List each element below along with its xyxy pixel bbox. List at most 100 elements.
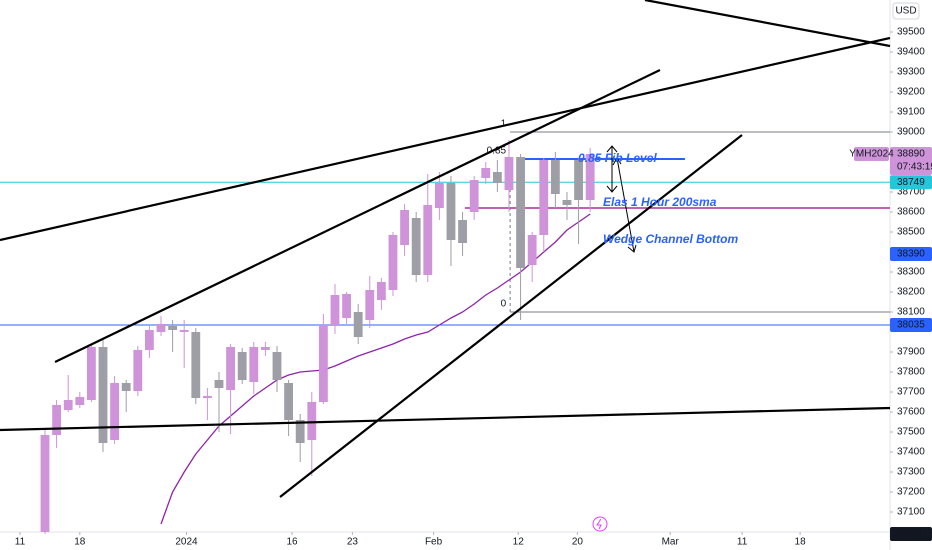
fib-level-label: 0 — [501, 299, 507, 310]
fib-level-label: 1 — [501, 119, 507, 130]
candle-body — [388, 235, 398, 290]
x-tick-label: Feb — [425, 537, 443, 548]
candle-body — [168, 326, 178, 330]
price-label-box — [890, 318, 932, 332]
overlay: 37100 37200 37300 37400 37500 37600 37700 37800… — [15, 27, 932, 548]
y-tick-label: 38300 — [897, 267, 925, 278]
y-tick-label: 38100 — [897, 307, 925, 318]
x-tick-label: 2024 — [175, 537, 198, 548]
candle-body — [191, 332, 201, 398]
x-tick-label: 23 — [347, 537, 359, 548]
currency-box[interactable] — [892, 2, 920, 20]
y-tick-label: 38600 — [897, 207, 925, 218]
candle-body — [434, 183, 444, 208]
y-tick-label: 39400 — [897, 47, 925, 58]
x-tick-label: 18 — [795, 537, 807, 548]
candle-body — [550, 160, 560, 194]
candle-body — [307, 402, 317, 440]
candle-body — [539, 160, 549, 235]
candle-body — [376, 282, 386, 300]
candle-body — [562, 200, 572, 205]
x-tick-label: 11 — [15, 537, 26, 548]
currency: USD — [895, 6, 916, 17]
price-label: 38390 — [897, 249, 925, 260]
candle-body — [179, 330, 189, 332]
price-label-box — [890, 147, 932, 175]
arrow — [612, 157, 637, 253]
annotation: Wedge Channel Bottom — [603, 232, 738, 246]
event-icon-bolt — [596, 518, 602, 530]
candle-body — [110, 383, 120, 440]
price-label-box — [890, 247, 932, 261]
candle-body — [481, 168, 491, 178]
y-tick-label: 37400 — [897, 447, 925, 458]
candle-body — [469, 180, 479, 212]
candle-body — [249, 347, 259, 382]
trend-line — [0, 36, 891, 242]
candle-body — [400, 210, 409, 245]
candle-body — [411, 218, 421, 275]
candle-body — [295, 420, 305, 443]
candle-body — [98, 347, 108, 443]
y-tick-label: 37300 — [897, 467, 925, 478]
candle-body — [226, 347, 235, 390]
y-tick-label: 38700 — [897, 187, 925, 198]
candle-body — [423, 205, 433, 275]
symbol-box — [854, 147, 889, 161]
candle-body — [446, 183, 456, 240]
fib-level-label: 0.85 — [487, 146, 507, 157]
candle-body — [342, 294, 351, 318]
y-tick-label: 39500 — [897, 27, 925, 38]
y-tick-label: 39000 — [897, 127, 925, 138]
candle-body — [284, 383, 293, 420]
x-tick-label: 18 — [74, 537, 86, 548]
symbol-label: YMH2024 — [849, 149, 894, 160]
y-tick-label: 39300 — [897, 67, 925, 78]
y-tick-label: 37100 — [897, 507, 925, 518]
y-tick-label: 38200 — [897, 287, 925, 298]
candle-body — [504, 157, 514, 190]
trend-line — [644, 0, 891, 48]
candle-body — [121, 383, 131, 391]
price-label-box — [890, 175, 932, 190]
candle-body — [365, 290, 375, 320]
y-tick-label: 37600 — [897, 407, 925, 418]
candle-body — [516, 157, 525, 268]
candle-body — [52, 405, 62, 435]
candle-body — [202, 396, 212, 398]
price-label: 38035 — [897, 320, 925, 331]
moving-average — [160, 213, 591, 525]
x-tick-label: 20 — [572, 537, 584, 548]
event-icon[interactable] — [592, 516, 608, 532]
candle-body — [144, 330, 154, 350]
candle-body — [214, 380, 224, 388]
y-tick-label: 37500 — [897, 427, 925, 438]
y-tick-label: 39100 — [897, 107, 925, 118]
annotation: Elas 1 Hour 200sma — [603, 195, 717, 209]
plot: 1 0.85 0 — [0, 119, 890, 534]
y-tick-label: 37200 — [897, 487, 925, 498]
trend-line — [0, 406, 891, 432]
x-tick-label: Mar — [662, 537, 680, 548]
candle-body — [156, 324, 166, 332]
candle-body — [260, 347, 270, 350]
candle-body — [237, 352, 247, 380]
price-label-box — [890, 527, 932, 541]
y-tick-label: 37900 — [897, 347, 925, 358]
candle-body — [492, 172, 502, 183]
y-tick-label: 39200 — [897, 87, 925, 98]
x-tick-label: 11 — [737, 537, 748, 548]
candle-body — [272, 352, 282, 380]
drawings — [0, 0, 891, 498]
countdown: 07:43:19 — [897, 162, 932, 173]
y-tick-label: 37800 — [897, 367, 925, 378]
candle-body — [353, 312, 363, 337]
price-label: 38890 — [897, 149, 925, 160]
candle-body — [318, 325, 328, 402]
arrows — [606, 145, 637, 253]
candle-body — [75, 397, 85, 405]
candle-body — [527, 235, 537, 265]
arrow — [606, 145, 618, 193]
